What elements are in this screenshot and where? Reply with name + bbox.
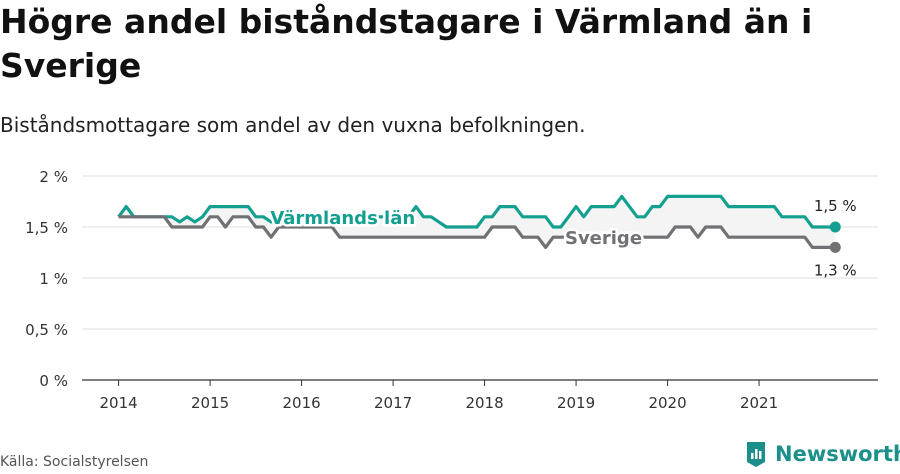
newsworthy-logo-icon xyxy=(747,442,765,467)
y-axis-ticks: 0 % 0,5 % 1 % 1,5 % 2 % xyxy=(25,168,68,390)
brand-name: Newsworthy xyxy=(775,442,900,466)
brand-logo: Newsworthy xyxy=(745,440,900,468)
series-gap-area xyxy=(118,196,836,248)
x-axis-ticks: 2014 2015 2016 2017 2018 2019 2020 2021 xyxy=(100,380,778,412)
series-name-label: Värmlands län xyxy=(270,208,415,229)
page-title: Högre andel biståndstagare i Värmland än… xyxy=(0,2,813,85)
series-end-label: 1,5 % xyxy=(814,197,857,215)
difference-band xyxy=(118,196,836,248)
series-labels: 1,5 % 1,3 % Värmlands län Sverige xyxy=(268,197,857,279)
x-tick-label: 2021 xyxy=(740,394,778,412)
y-tick-label: 0,5 % xyxy=(25,321,68,339)
y-tick-label: 0 % xyxy=(39,372,68,390)
series-end-marker xyxy=(829,221,841,233)
series-end-label: 1,3 % xyxy=(814,261,857,279)
series-end-marker xyxy=(829,241,841,253)
series-lines xyxy=(117,194,841,253)
chart-subtitle: Biståndsmottagare som andel av den vuxna… xyxy=(0,113,586,137)
x-tick-label: 2015 xyxy=(191,394,229,412)
y-tick-label: 1,5 % xyxy=(25,219,68,237)
x-tick-label: 2019 xyxy=(557,394,595,412)
y-tick-label: 2 % xyxy=(39,168,68,186)
series-name-label: Sverige xyxy=(565,228,642,249)
line-chart: 0 % 0,5 % 1 % 1,5 % 2 % 2014 2015 2016 2017 2018… xyxy=(25,168,878,412)
series-line-varmland xyxy=(117,194,836,229)
x-tick-label: 2016 xyxy=(282,394,320,412)
gridlines xyxy=(82,175,878,330)
series-line-sverige xyxy=(118,215,836,249)
source-note: Källa: Socialstyrelsen xyxy=(0,454,149,470)
x-tick-label: 2017 xyxy=(374,394,412,412)
x-tick-label: 2020 xyxy=(648,394,686,412)
y-tick-label: 1 % xyxy=(39,270,68,288)
x-tick-label: 2014 xyxy=(100,394,138,412)
x-tick-label: 2018 xyxy=(465,394,503,412)
